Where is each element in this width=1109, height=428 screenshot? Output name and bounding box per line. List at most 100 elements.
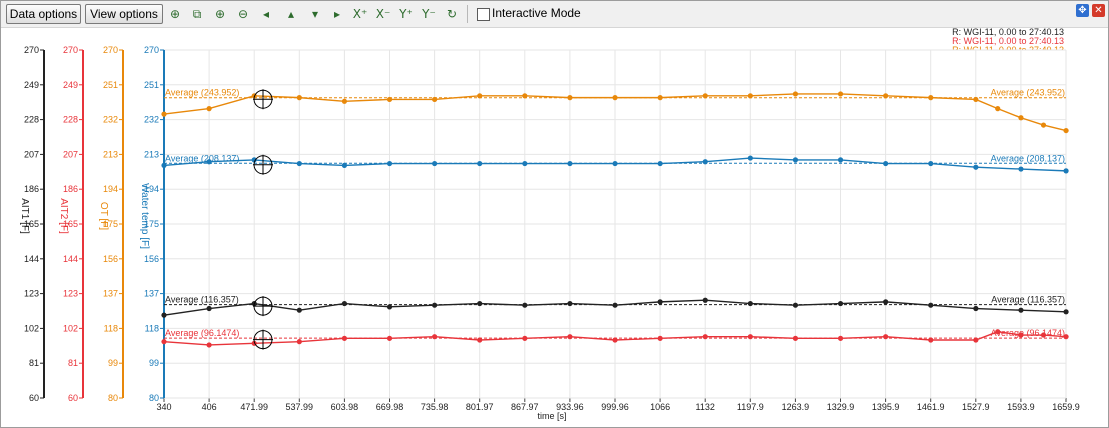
x-tick-label: 537.99	[286, 402, 314, 412]
pan-right-icon[interactable]: ▸	[333, 7, 341, 21]
view-options-button[interactable]: View options	[85, 4, 163, 24]
y-tick-label: 144	[63, 254, 78, 264]
y-tick-label: 123	[24, 289, 39, 299]
x-zoom-out-icon[interactable]: X⁻	[375, 7, 391, 21]
data-point	[296, 160, 302, 167]
zoom-rect-icon[interactable]: ⊕	[169, 7, 181, 21]
data-point	[567, 160, 573, 167]
average-label: Average (116.357)	[165, 295, 239, 305]
average-label: Average (208.137)	[991, 153, 1065, 163]
y-tick-label: 60	[29, 393, 39, 403]
y-tick-label: 80	[108, 393, 118, 403]
data-point	[928, 95, 934, 101]
data-point	[1018, 307, 1024, 313]
data-point	[386, 304, 393, 310]
y-tick-label: 232	[103, 115, 118, 125]
data-point	[792, 91, 799, 97]
interactive-mode-checkbox[interactable]	[477, 8, 490, 21]
data-point	[995, 329, 1001, 335]
x-tick-label: 1263.9	[782, 402, 810, 412]
data-point	[883, 334, 889, 340]
toolbar-separator	[467, 5, 468, 23]
y-tick-label: 270	[144, 45, 159, 55]
close-icon[interactable]: ✕	[1092, 4, 1105, 17]
data-point	[792, 335, 799, 341]
x-tick-label: 867.97	[511, 402, 539, 412]
y-tick-label: 102	[24, 323, 39, 333]
y-tick-label: 99	[149, 358, 159, 368]
data-point	[432, 96, 438, 103]
zoom-in-icon[interactable]: ⊕	[214, 7, 226, 21]
average-label: Average (243.952)	[165, 88, 239, 98]
data-point	[883, 93, 889, 99]
x-tick-label: 1395.9	[872, 402, 900, 412]
data-point	[386, 335, 393, 341]
x-tick-label: 669.98	[376, 402, 404, 412]
data-point	[341, 335, 348, 341]
y-tick-label: 137	[144, 289, 159, 299]
data-point	[477, 300, 483, 307]
y-zoom-out-icon[interactable]: Y⁻	[422, 7, 436, 21]
x-zoom-in-icon[interactable]: X⁺	[352, 7, 368, 21]
y-tick-label: 251	[144, 80, 159, 90]
data-point	[747, 93, 753, 99]
data-point	[206, 305, 212, 312]
zoom-select-icon[interactable]: ⧉	[192, 7, 202, 21]
pan-down-icon[interactable]: ▾	[311, 7, 319, 21]
data-point	[161, 162, 167, 168]
data-point	[206, 106, 212, 112]
y-tick-label: 249	[63, 80, 78, 90]
data-point	[296, 307, 302, 313]
y-tick-label: 186	[63, 184, 78, 194]
y-zoom-in-icon[interactable]: Y⁺	[399, 7, 413, 21]
data-point	[1040, 122, 1047, 128]
x-tick-label: 1197.9	[737, 402, 764, 412]
data-options-button[interactable]: Data options	[6, 4, 81, 24]
data-point	[837, 91, 844, 97]
data-point	[161, 312, 167, 318]
y-axis-label: OT [F]	[98, 202, 109, 230]
y-tick-label: 102	[63, 323, 78, 333]
data-point	[1063, 309, 1069, 315]
interactive-mode-label[interactable]: Interactive Mode	[492, 6, 581, 20]
data-point	[792, 302, 799, 308]
x-tick-label: 933.96	[556, 402, 584, 412]
data-point	[567, 334, 573, 340]
y-tick-label: 213	[103, 149, 118, 159]
pan-up-icon[interactable]: ▴	[287, 7, 295, 21]
zoom-out-icon[interactable]: ⊖	[237, 7, 249, 21]
data-point	[206, 159, 212, 165]
data-point	[837, 300, 844, 307]
chart-area[interactable]: 340 406 471.99 537.99 603.98 669.98 735.98 801.…	[1, 27, 1108, 427]
y-axis-label: AIT2 [F]	[58, 198, 69, 234]
data-point	[522, 335, 528, 341]
x-tick-label: 1593.9	[1007, 402, 1035, 412]
y-tick-label: 251	[103, 80, 118, 90]
pan-left-icon[interactable]: ◂	[262, 7, 270, 21]
x-tick-label: 1527.9	[962, 402, 990, 412]
data-point	[341, 300, 348, 307]
average-label: Average (243.952)	[991, 88, 1065, 98]
move-icon[interactable]: ✥	[1076, 4, 1089, 17]
data-point	[883, 160, 889, 167]
y-axis-label: Water temp [F]	[139, 183, 150, 249]
data-point	[702, 93, 708, 99]
refresh-icon[interactable]: ↻	[446, 7, 458, 21]
y-tick-label: 80	[149, 393, 159, 403]
y-tick-label: 175	[103, 219, 118, 229]
average-label: Average (208.137)	[165, 153, 239, 163]
y-tick-label: 270	[63, 45, 78, 55]
y-tick-label: 175	[144, 219, 159, 229]
data-point	[1063, 168, 1069, 174]
data-point	[522, 160, 528, 167]
x-tick-label: 1461.9	[917, 402, 945, 412]
x-tick-label: 603.98	[331, 402, 359, 412]
y-tick-label: 81	[68, 358, 78, 368]
data-point	[251, 157, 257, 163]
x-tick-label: 1329.9	[827, 402, 855, 412]
data-point	[161, 339, 167, 345]
data-point	[1018, 115, 1024, 121]
data-point	[973, 96, 979, 103]
y-tick-label: 186	[24, 184, 39, 194]
